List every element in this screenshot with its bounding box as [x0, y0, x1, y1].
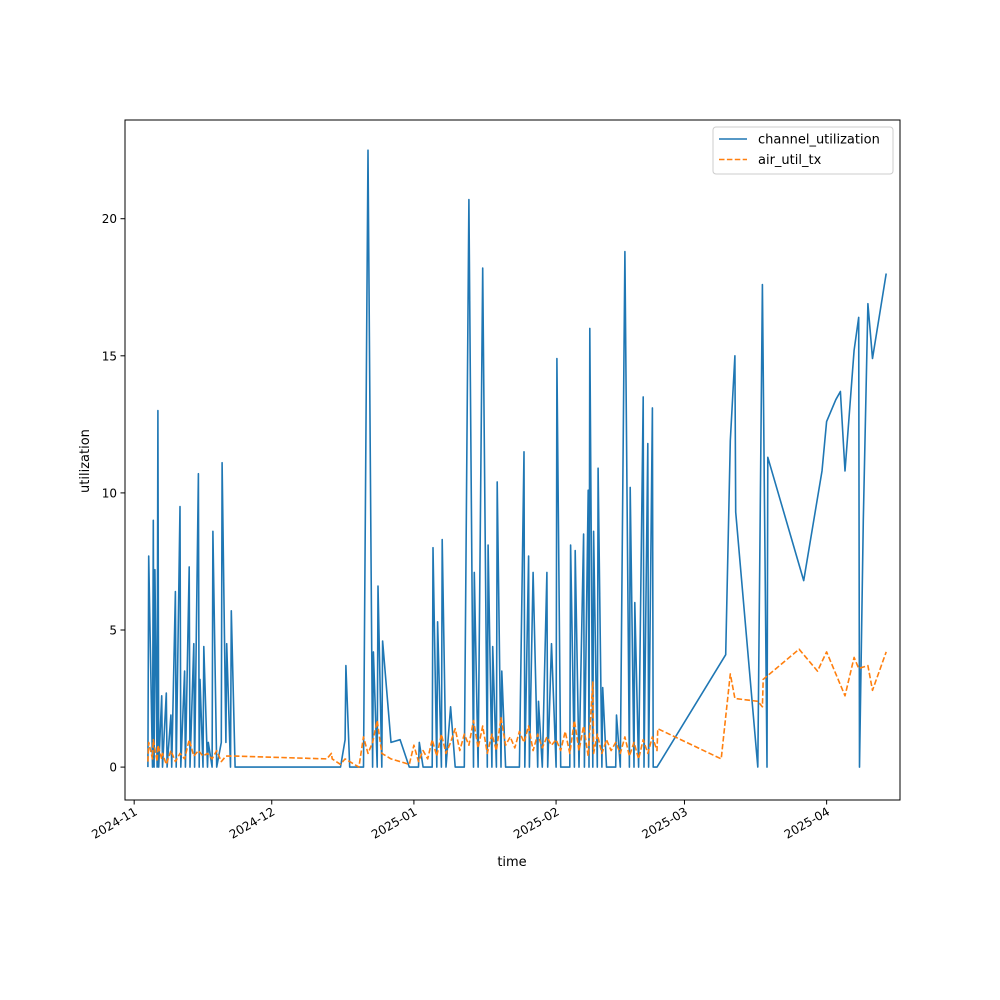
y-tick-label: 0: [109, 761, 117, 775]
y-tick-label: 5: [109, 624, 117, 638]
legend-box: [712, 126, 894, 175]
series-line-air-util-tx: [147, 648, 887, 768]
legend-label-channel-utilization: channel_utilization: [758, 133, 880, 148]
legend: channel_utilization air_util_tx: [712, 126, 894, 175]
plot-frame: [124, 119, 901, 801]
series-line-channel-utilization: [147, 149, 887, 768]
x-axis-label: time: [497, 855, 526, 870]
legend-label-air-util-tx: air_util_tx: [758, 153, 822, 168]
y-tick-label: 15: [102, 349, 117, 363]
y-axis-label: utilization: [78, 429, 93, 493]
plot-lines: [147, 149, 887, 768]
y-tick-label: 20: [102, 212, 117, 226]
y-axis-ticks: 0 5 10 15 20: [102, 212, 125, 775]
y-tick-label: 10: [102, 486, 117, 500]
